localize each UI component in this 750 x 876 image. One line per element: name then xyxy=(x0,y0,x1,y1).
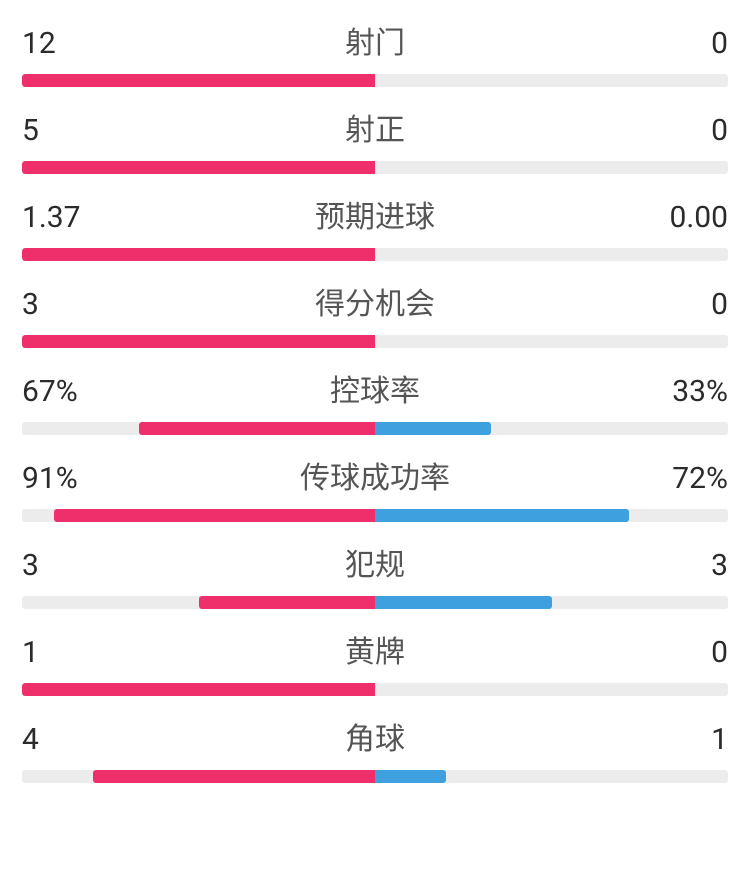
stat-bar-left-fill xyxy=(93,770,375,783)
stat-bar-left-track xyxy=(22,683,375,696)
stat-left-value: 1.37 xyxy=(22,200,112,235)
stat-bar-left-fill xyxy=(54,509,375,522)
stat-bar xyxy=(22,683,728,696)
stat-header: 91%传球成功率72% xyxy=(22,453,728,497)
stat-bar-left-track xyxy=(22,74,375,87)
stat-bar-left-fill xyxy=(139,422,376,435)
stat-left-value: 3 xyxy=(22,548,112,583)
stat-right-value: 0.00 xyxy=(638,200,728,235)
stat-bar-left-fill xyxy=(22,335,375,348)
stat-left-value: 4 xyxy=(22,722,112,757)
stat-bar-left-fill xyxy=(22,248,375,261)
stat-bar xyxy=(22,596,728,609)
stat-bar-right-track xyxy=(375,770,728,783)
stat-bar-right-track xyxy=(375,596,728,609)
stat-bar-left-track xyxy=(22,770,375,783)
stat-bar-right-track xyxy=(375,683,728,696)
stat-label: 犯规 xyxy=(112,540,638,584)
stat-bar-right-fill xyxy=(375,770,446,783)
stat-row: 67%控球率33% xyxy=(22,366,728,435)
stat-bar-right-track xyxy=(375,509,728,522)
stat-bar-left-track xyxy=(22,335,375,348)
stat-row: 4角球1 xyxy=(22,714,728,783)
stat-row: 3得分机会0 xyxy=(22,279,728,348)
stat-bar-left-fill xyxy=(22,74,375,87)
stat-bar-right-track xyxy=(375,335,728,348)
stat-label: 射门 xyxy=(112,18,638,62)
stat-right-value: 3 xyxy=(638,548,728,583)
stat-bar-right-track xyxy=(375,74,728,87)
stat-right-value: 0 xyxy=(638,635,728,670)
stat-bar xyxy=(22,74,728,87)
stat-right-value: 72% xyxy=(638,461,728,496)
stat-bar-right-fill xyxy=(375,509,629,522)
stat-right-value: 0 xyxy=(638,26,728,61)
stat-header: 5射正0 xyxy=(22,105,728,149)
stat-left-value: 5 xyxy=(22,113,112,148)
stat-bar-right-track xyxy=(375,161,728,174)
stat-left-value: 12 xyxy=(22,26,112,61)
stat-left-value: 67% xyxy=(22,374,112,409)
stat-header: 12射门0 xyxy=(22,18,728,62)
stat-header: 1.37预期进球0.00 xyxy=(22,192,728,236)
stat-bar-left-track xyxy=(22,248,375,261)
stat-header: 4角球1 xyxy=(22,714,728,758)
stat-header: 3得分机会0 xyxy=(22,279,728,323)
stat-row: 91%传球成功率72% xyxy=(22,453,728,522)
stat-row: 5射正0 xyxy=(22,105,728,174)
stat-label: 黄牌 xyxy=(112,627,638,671)
stat-label: 传球成功率 xyxy=(112,453,638,497)
stat-bar-right-fill xyxy=(375,422,491,435)
stat-label: 得分机会 xyxy=(112,279,638,323)
stat-bar-left-fill xyxy=(22,683,375,696)
stat-bar-left-track xyxy=(22,161,375,174)
stat-right-value: 0 xyxy=(638,287,728,322)
stat-header: 1黄牌0 xyxy=(22,627,728,671)
stat-bar-left-fill xyxy=(199,596,376,609)
stat-bar-right-track xyxy=(375,422,728,435)
stat-left-value: 91% xyxy=(22,461,112,496)
match-stats-panel: 12射门05射正01.37预期进球0.003得分机会067%控球率33%91%传… xyxy=(22,18,728,783)
stat-header: 67%控球率33% xyxy=(22,366,728,410)
stat-bar-right-track xyxy=(375,248,728,261)
stat-bar-right-fill xyxy=(375,596,552,609)
stat-label: 控球率 xyxy=(112,366,638,410)
stat-row: 12射门0 xyxy=(22,18,728,87)
stat-right-value: 0 xyxy=(638,113,728,148)
stat-row: 1黄牌0 xyxy=(22,627,728,696)
stat-bar xyxy=(22,509,728,522)
stat-header: 3犯规3 xyxy=(22,540,728,584)
stat-bar xyxy=(22,248,728,261)
stat-label: 预期进球 xyxy=(112,192,638,236)
stat-bar-left-track xyxy=(22,596,375,609)
stat-bar-left-track xyxy=(22,422,375,435)
stat-label: 射正 xyxy=(112,105,638,149)
stat-right-value: 33% xyxy=(638,374,728,409)
stat-bar xyxy=(22,335,728,348)
stat-bar xyxy=(22,422,728,435)
stat-bar-left-track xyxy=(22,509,375,522)
stat-bar xyxy=(22,770,728,783)
stat-bar-left-fill xyxy=(22,161,375,174)
stat-row: 1.37预期进球0.00 xyxy=(22,192,728,261)
stat-label: 角球 xyxy=(112,714,638,758)
stat-right-value: 1 xyxy=(638,722,728,757)
stat-left-value: 3 xyxy=(22,287,112,322)
stat-row: 3犯规3 xyxy=(22,540,728,609)
stat-bar xyxy=(22,161,728,174)
stat-left-value: 1 xyxy=(22,635,112,670)
